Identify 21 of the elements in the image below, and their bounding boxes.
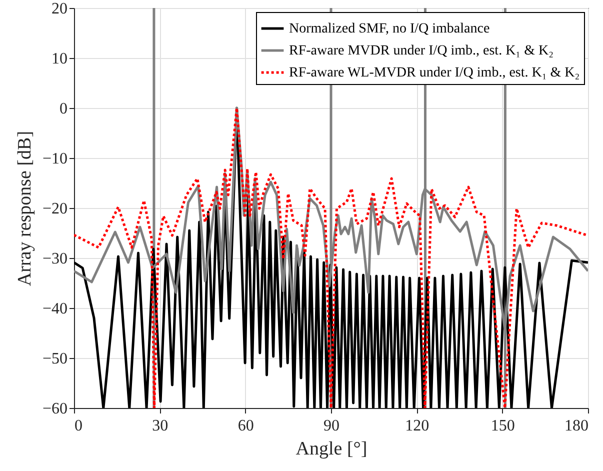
legend-label: RF-aware WL-MVDR under I/Q imb., est. K₁ & K₂ — [289, 66, 580, 80]
y-tick-label: 20 — [52, 0, 68, 18]
x-tick-label: 60 — [238, 418, 254, 434]
x-tick-label: 0 — [74, 418, 82, 434]
x-tick-label: 180 — [564, 418, 588, 434]
x-tick-label: 90 — [324, 418, 340, 434]
x-tick-label: 120 — [405, 418, 430, 434]
y-tick-label: −10 — [42, 150, 68, 168]
x-axis-title: Angle [°] — [296, 438, 368, 460]
legend-label: RF-aware MVDR under I/Q imb., est. K₁ & K₂ — [289, 44, 554, 58]
y-tick-label: −40 — [42, 300, 68, 318]
y-tick-label: −60 — [42, 400, 68, 418]
y-axis-title: Array response [dB] — [14, 130, 36, 286]
y-tick-label: −20 — [42, 200, 68, 218]
y-tick-label: −50 — [42, 350, 68, 368]
y-tick-label: 10 — [52, 50, 68, 68]
x-tick-label: 30 — [152, 418, 168, 434]
y-tick-label: 0 — [60, 100, 68, 118]
y-tick-label: −30 — [42, 250, 68, 268]
x-tick-label: 150 — [490, 418, 515, 434]
legend-label: Normalized SMF, no I/Q imbalance — [289, 22, 490, 36]
